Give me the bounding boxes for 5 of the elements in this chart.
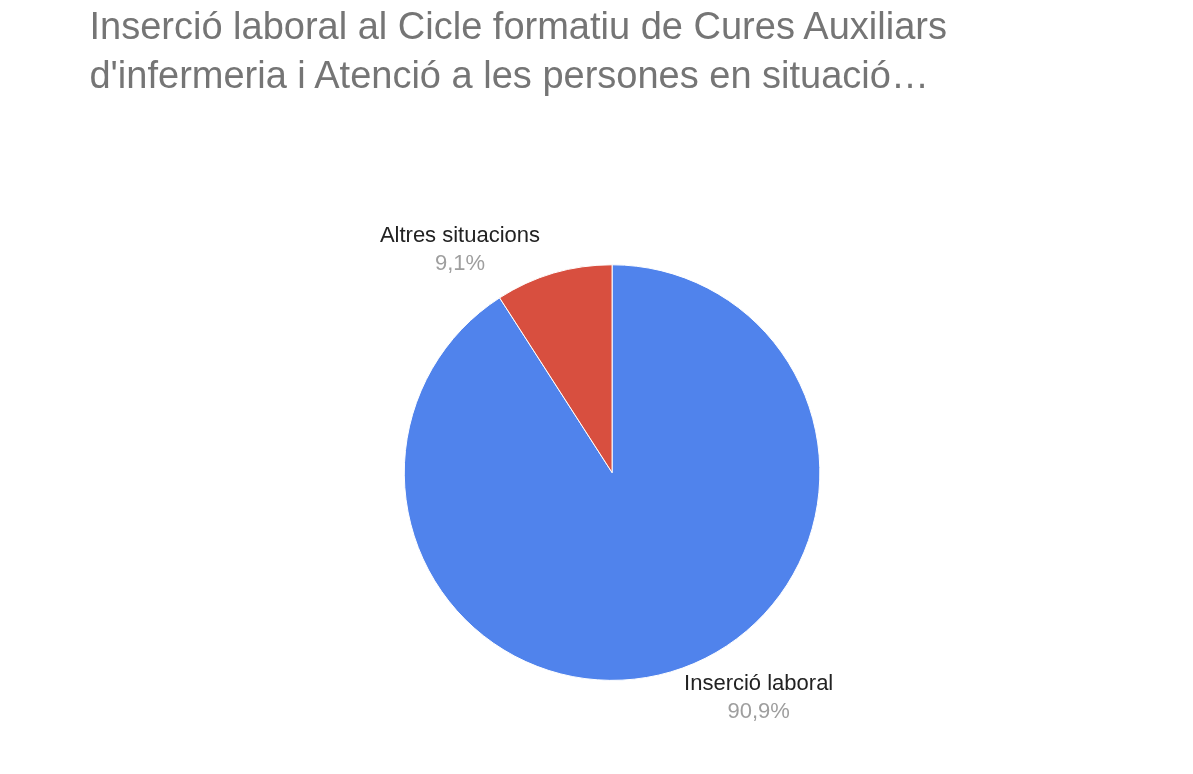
- data-label: 9,1%: [434, 250, 486, 276]
- chart-title: Inserció laboral al Cicle formatiu de Cures Auxiliars d'infermeria i Atenció a les persones en situació…: [89, 4, 947, 97]
- slice-label: Inserció laboral: [684, 669, 834, 695]
- data-label: 90,9%: [727, 698, 790, 724]
- slice-label: Altres situacions: [379, 221, 541, 247]
